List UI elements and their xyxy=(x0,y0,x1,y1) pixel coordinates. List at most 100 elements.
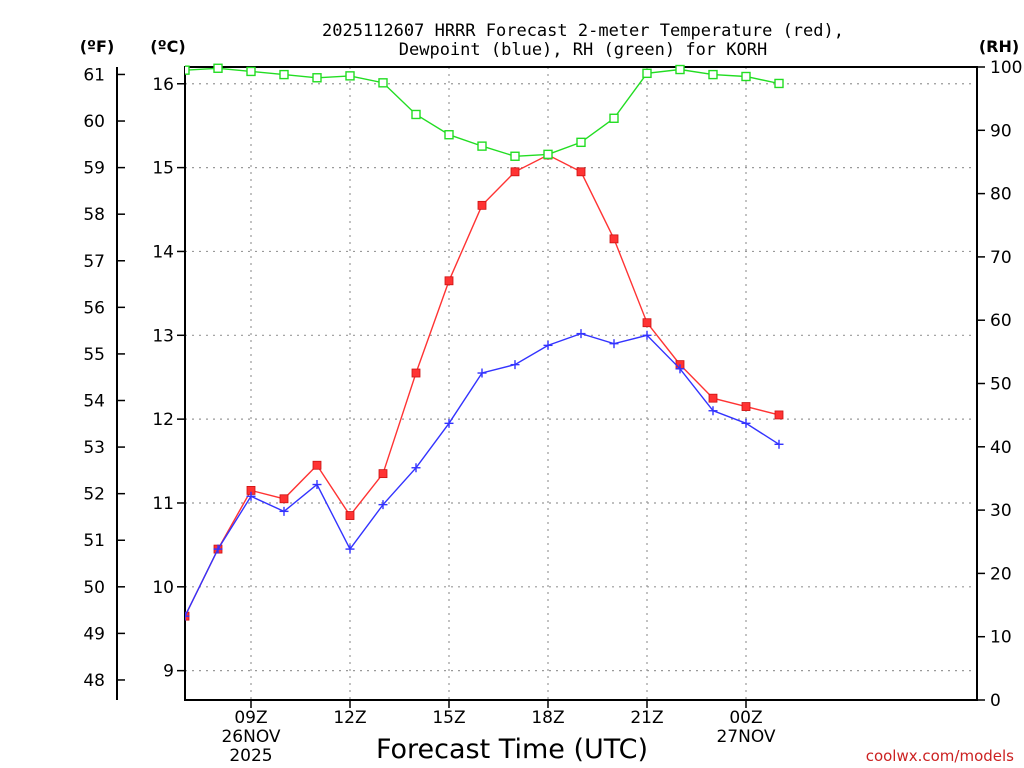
rh-point xyxy=(642,68,652,79)
chart-title-line2: Dewpoint (blue), RH (green) for KORH xyxy=(399,40,767,60)
rh-tick-label: 90 xyxy=(990,121,1012,141)
temperature-point xyxy=(609,234,619,244)
temperature-point xyxy=(444,276,454,286)
fahrenheit-tick-label: 48 xyxy=(83,671,105,691)
celsius-tick-label: 10 xyxy=(152,578,174,598)
dewpoint-point xyxy=(741,418,751,428)
dewpoint-point xyxy=(543,340,553,350)
dewpoint-point xyxy=(642,330,652,340)
fahrenheit-tick-label: 57 xyxy=(83,252,105,272)
rh-point xyxy=(708,69,718,80)
dewpoint-point xyxy=(444,418,454,428)
dewpoint-point xyxy=(246,491,256,501)
dewpoint-point xyxy=(477,368,487,378)
rh-point xyxy=(576,137,586,148)
fahrenheit-tick-label: 55 xyxy=(83,345,105,365)
rh-point xyxy=(675,64,685,75)
rh-tick-label: 100 xyxy=(990,58,1022,78)
gridlines xyxy=(185,67,977,700)
time-tick-label: 12Z xyxy=(333,708,366,728)
rh-tick-label: 50 xyxy=(990,375,1012,395)
dewpoint-point xyxy=(576,329,586,339)
fahrenheit-tick-label: 56 xyxy=(83,298,105,318)
rh-point xyxy=(378,78,388,88)
rh-point xyxy=(774,78,784,89)
dewpoint-point xyxy=(312,480,322,490)
series-group xyxy=(185,63,784,621)
rh-tick-label: 70 xyxy=(990,248,1012,268)
fahrenheit-tick-label: 58 xyxy=(83,205,105,225)
fahrenheit-tick-label: 50 xyxy=(83,578,105,598)
fahrenheit-tick-label: 60 xyxy=(83,112,105,132)
series-layer xyxy=(185,63,784,621)
dewpoint-point xyxy=(708,406,718,416)
dewpoint-point xyxy=(213,544,223,554)
temperature-point xyxy=(708,393,718,403)
rh-point xyxy=(741,71,751,82)
rh-tick-label: 80 xyxy=(990,185,1012,205)
fahrenheit-tick-label: 52 xyxy=(83,485,105,505)
x-axis-label: Forecast Time (UTC) xyxy=(376,734,648,765)
temperature-point xyxy=(279,494,289,504)
time-tick-label: 15Z xyxy=(432,708,465,728)
dewpoint-point xyxy=(411,463,421,473)
plot-frame xyxy=(184,66,978,701)
fahrenheit-tick-label: 54 xyxy=(83,392,105,412)
dewpoint-point xyxy=(774,439,784,449)
celsius-tick-label: 9 xyxy=(163,662,174,682)
dewpoint-point xyxy=(510,360,520,370)
celsius-tick-label: 11 xyxy=(152,494,174,514)
dewpoint-point xyxy=(675,364,685,374)
temperature-point xyxy=(576,167,586,177)
temperature-point xyxy=(741,402,751,411)
rh-point xyxy=(477,141,487,151)
dewpoint-point xyxy=(279,506,289,516)
temperature-point xyxy=(642,318,652,328)
year-label: 2025 xyxy=(229,746,272,766)
dewpoint-point xyxy=(378,500,388,510)
time-tick-label: 21Z xyxy=(630,708,663,728)
rh-point xyxy=(246,66,256,77)
temperature-point xyxy=(345,511,355,520)
celsius-axis-unit: (ºC) xyxy=(150,37,185,56)
rh-tick-label: 10 xyxy=(990,628,1012,648)
rh-tick-label: 0 xyxy=(990,691,1001,711)
rh-point xyxy=(345,71,355,81)
fahrenheit-axis-unit: (ºF) xyxy=(80,37,115,56)
date-label: 26NOV xyxy=(221,727,280,747)
time-tick-label: 18Z xyxy=(531,708,564,728)
rh-point xyxy=(185,65,190,75)
rh-point xyxy=(411,109,421,120)
time-tick-label: 09Z xyxy=(234,708,267,728)
rh-point xyxy=(510,151,520,161)
rh-point xyxy=(279,69,289,80)
temperature-point xyxy=(312,460,322,470)
dewpoint-point xyxy=(345,544,355,554)
rh-tick-label: 20 xyxy=(990,564,1012,584)
date-label: 27NOV xyxy=(716,727,775,747)
axes: 9 10 11 12 13 14 15 16 48 49 50 51 52 53 54 55 56 57 58 59 6… xyxy=(83,58,1022,766)
celsius-tick-label: 12 xyxy=(152,410,174,430)
temperature-point xyxy=(774,410,784,420)
celsius-tick-label: 15 xyxy=(152,159,174,179)
fahrenheit-tick-label: 61 xyxy=(83,65,105,85)
dewpoint-point xyxy=(609,339,619,349)
rh-point xyxy=(609,113,619,123)
temperature-point xyxy=(510,167,520,177)
rh-axis-unit: (RH) xyxy=(979,37,1019,56)
rh-point xyxy=(213,63,223,73)
rh-tick-label: 40 xyxy=(990,438,1012,458)
celsius-tick-label: 13 xyxy=(152,326,174,346)
temperature-point xyxy=(378,469,388,479)
fahrenheit-tick-label: 59 xyxy=(83,159,105,179)
fahrenheit-tick-label: 51 xyxy=(83,531,105,551)
temperature-line xyxy=(185,154,780,617)
celsius-tick-label: 16 xyxy=(152,75,174,95)
rh-point xyxy=(312,73,322,83)
celsius-tick-label: 14 xyxy=(152,242,174,262)
chart-title-line1: 2025112607 HRRR Forecast 2-meter Tempera… xyxy=(322,21,844,41)
rh-point xyxy=(444,130,454,140)
rh-tick-label: 60 xyxy=(990,311,1012,331)
fahrenheit-tick-label: 53 xyxy=(83,438,105,458)
